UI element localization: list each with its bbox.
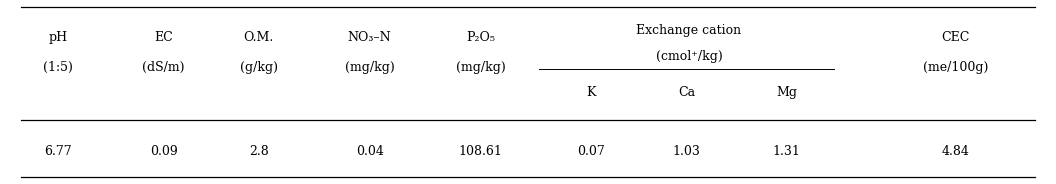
Text: (mg/kg): (mg/kg) — [455, 61, 506, 74]
Text: CEC: CEC — [942, 31, 969, 44]
Text: 108.61: 108.61 — [458, 145, 503, 158]
Text: 2.8: 2.8 — [249, 145, 268, 158]
Text: NO₃–N: NO₃–N — [347, 31, 392, 44]
Text: Exchange cation: Exchange cation — [637, 24, 741, 37]
Text: O.M.: O.M. — [244, 31, 274, 44]
Text: (1:5): (1:5) — [43, 61, 73, 74]
Text: P₂O₅: P₂O₅ — [466, 31, 495, 44]
Text: K: K — [587, 86, 596, 99]
Text: 0.09: 0.09 — [150, 145, 177, 158]
Text: 4.84: 4.84 — [942, 145, 969, 158]
Text: pH: pH — [49, 31, 68, 44]
Text: (cmol⁺/kg): (cmol⁺/kg) — [656, 50, 722, 63]
Text: (mg/kg): (mg/kg) — [344, 61, 395, 74]
Text: (me/100g): (me/100g) — [923, 61, 988, 74]
Text: (g/kg): (g/kg) — [240, 61, 278, 74]
Text: Mg: Mg — [776, 86, 797, 99]
Text: 0.04: 0.04 — [356, 145, 383, 158]
Text: 1.03: 1.03 — [673, 145, 700, 158]
Text: EC: EC — [154, 31, 173, 44]
Text: 0.07: 0.07 — [578, 145, 605, 158]
Text: 6.77: 6.77 — [44, 145, 72, 158]
Text: Ca: Ca — [678, 86, 695, 99]
Text: (dS/m): (dS/m) — [143, 61, 185, 74]
Text: 1.31: 1.31 — [773, 145, 800, 158]
